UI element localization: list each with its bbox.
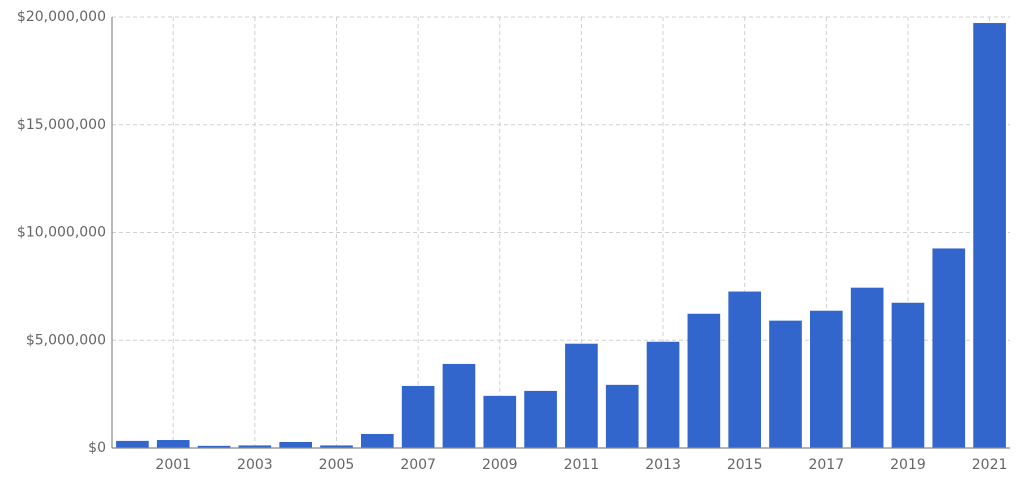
bar <box>116 440 149 448</box>
x-tick-label: 2005 <box>319 457 355 473</box>
bar <box>687 313 721 448</box>
y-tick-label: $20,000,000 <box>17 9 106 25</box>
x-tick-label: 2007 <box>400 457 436 473</box>
bar <box>932 248 966 448</box>
x-tick-label: 2003 <box>237 457 273 473</box>
y-tick-label: $5,000,000 <box>26 332 106 348</box>
bar <box>728 291 762 448</box>
bar <box>565 343 598 448</box>
bar <box>360 433 394 448</box>
x-tick-label: 2009 <box>482 457 518 473</box>
x-tick-label: 2013 <box>645 457 681 473</box>
bar <box>238 445 272 448</box>
bar <box>156 440 190 448</box>
bar <box>850 287 884 448</box>
bar <box>401 385 435 448</box>
bar <box>646 341 680 448</box>
y-tick-label: $10,000,000 <box>17 225 106 241</box>
bar <box>605 384 639 448</box>
y-tick-label: $0 <box>88 440 106 456</box>
bar <box>769 320 802 448</box>
bar <box>442 363 476 448</box>
bar <box>973 23 1006 449</box>
bar <box>891 302 925 448</box>
bar <box>320 445 353 448</box>
bar <box>197 445 231 448</box>
x-tick-label: 2017 <box>808 457 844 473</box>
bar <box>483 395 517 448</box>
y-tick-label: $15,000,000 <box>17 117 106 133</box>
bar <box>524 390 557 448</box>
x-tick-label: 2001 <box>155 457 191 473</box>
bar <box>279 441 313 448</box>
x-tick-label: 2015 <box>727 457 763 473</box>
bar <box>809 310 843 448</box>
x-tick-label: 2019 <box>890 457 926 473</box>
x-tick-label: 2011 <box>564 457 600 473</box>
x-tick-label: 2021 <box>972 457 1008 473</box>
